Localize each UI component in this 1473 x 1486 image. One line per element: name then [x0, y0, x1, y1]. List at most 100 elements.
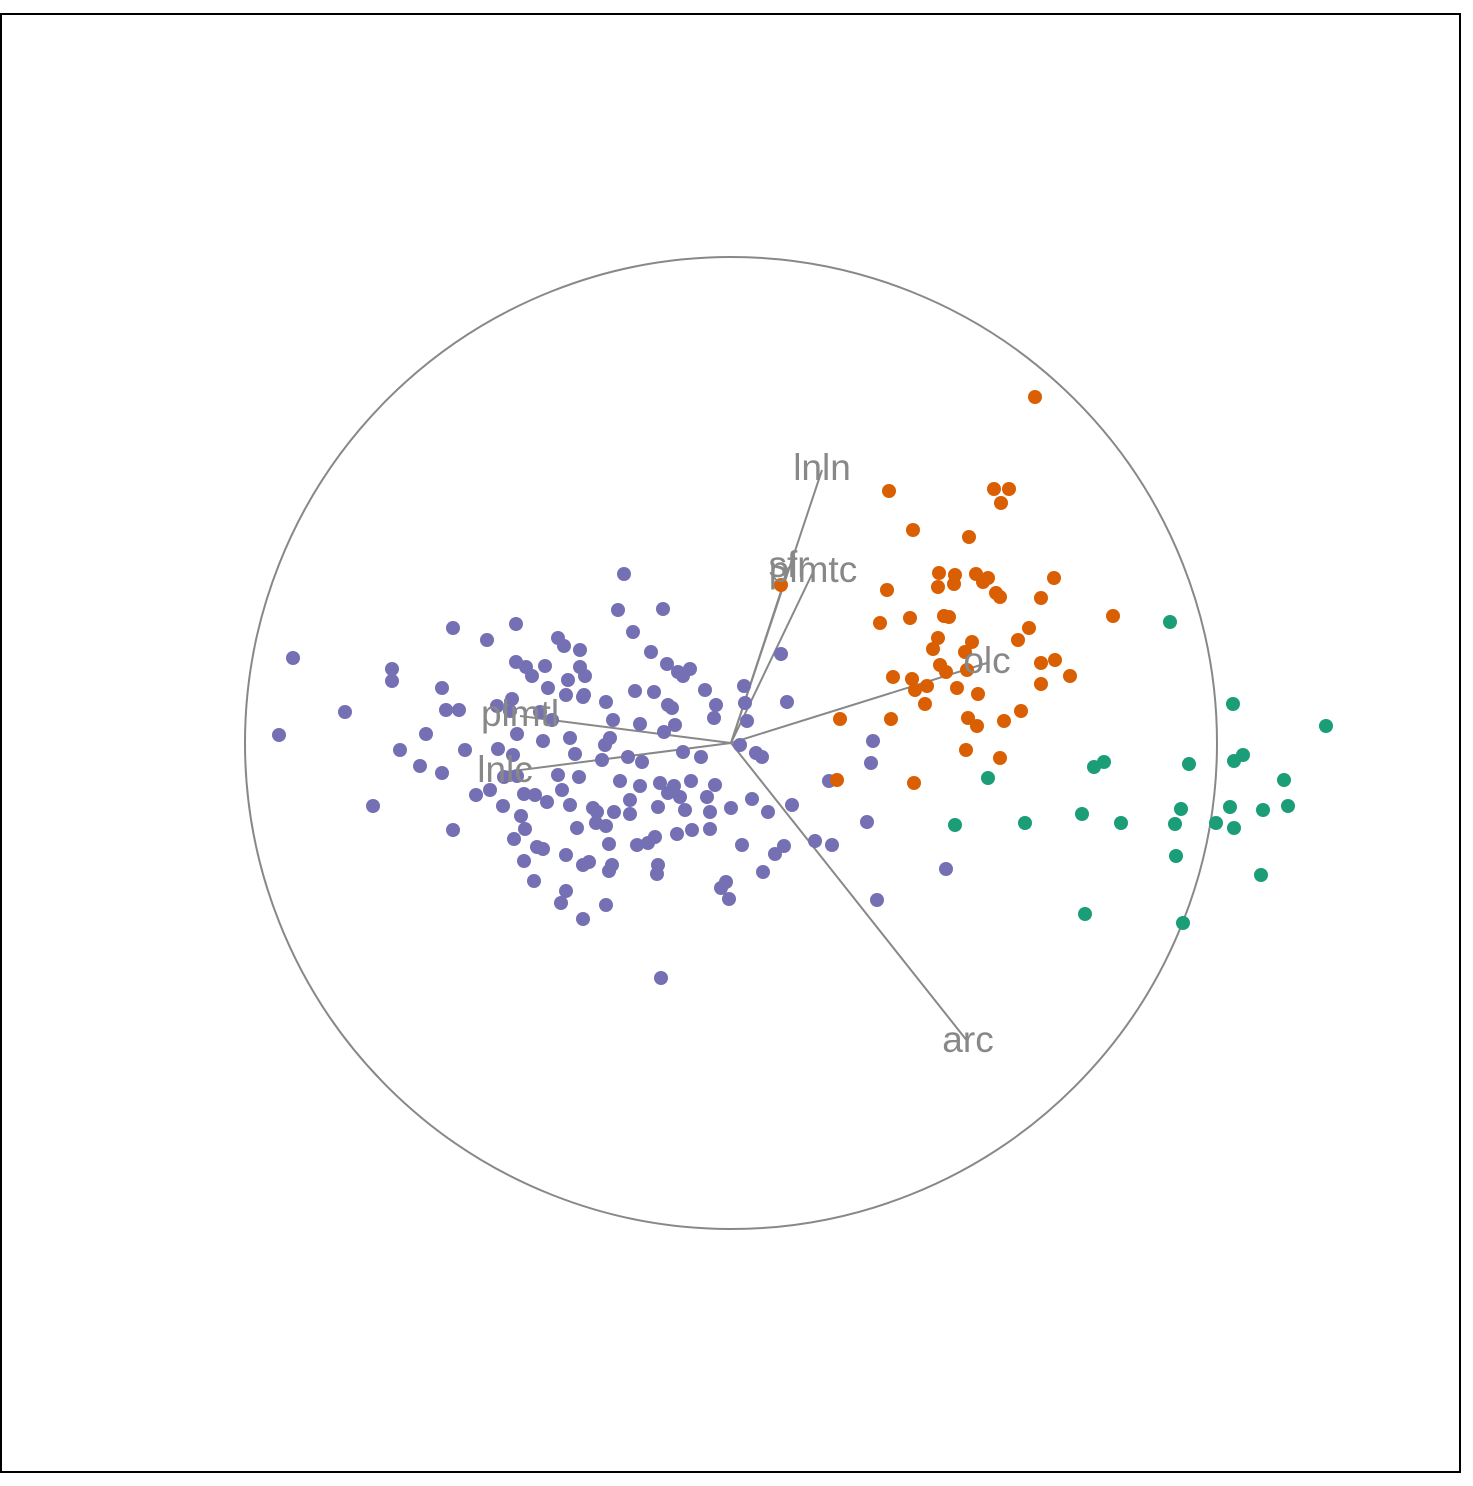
point [1018, 816, 1032, 830]
point [538, 659, 552, 673]
point [1075, 807, 1089, 821]
point [648, 830, 662, 844]
point [932, 566, 946, 580]
point [676, 745, 690, 759]
point [595, 753, 609, 767]
point [761, 805, 775, 819]
point [633, 779, 647, 793]
point [536, 734, 550, 748]
point [559, 848, 573, 862]
point [644, 645, 658, 659]
point [1106, 609, 1120, 623]
point [503, 704, 517, 718]
point [561, 673, 575, 687]
point [920, 679, 934, 693]
point [545, 713, 559, 727]
point [698, 683, 712, 697]
point [272, 728, 286, 742]
point [506, 748, 520, 762]
point [1048, 653, 1062, 667]
point [496, 799, 510, 813]
point [774, 578, 788, 592]
axis-label: lnlc [477, 749, 533, 790]
point [617, 567, 631, 581]
point [590, 805, 604, 819]
point [808, 834, 822, 848]
point [709, 698, 723, 712]
point [613, 774, 627, 788]
unit-circle [244, 256, 1218, 1230]
point [724, 801, 738, 815]
point [338, 705, 352, 719]
point [510, 727, 524, 741]
point [1254, 868, 1268, 882]
point [540, 795, 554, 809]
point [651, 858, 665, 872]
point [673, 790, 687, 804]
point [993, 590, 1007, 604]
point [385, 674, 399, 688]
point [873, 616, 887, 630]
point [948, 818, 962, 832]
point [602, 837, 616, 851]
point [1163, 615, 1177, 629]
point [570, 821, 584, 835]
axis-label: plmtc [769, 549, 857, 590]
axis-label: sfr [768, 544, 809, 585]
point [654, 971, 668, 985]
point [1176, 916, 1190, 930]
point [719, 875, 733, 889]
point [882, 484, 896, 498]
point [514, 809, 528, 823]
point [756, 865, 770, 879]
point [870, 893, 884, 907]
point [668, 718, 682, 732]
point [660, 657, 674, 671]
point [469, 788, 483, 802]
point [541, 681, 555, 695]
point [623, 807, 637, 821]
point [439, 703, 453, 717]
point [623, 793, 637, 807]
point [1034, 677, 1048, 691]
point [740, 714, 754, 728]
point [385, 662, 399, 676]
point [599, 695, 613, 709]
point [578, 669, 592, 683]
point [777, 839, 791, 853]
point [563, 731, 577, 745]
point [962, 530, 976, 544]
point [833, 712, 847, 726]
point [670, 827, 684, 841]
axis-label: olc [963, 640, 1010, 681]
point [665, 701, 679, 715]
point [1022, 621, 1036, 635]
point [651, 800, 665, 814]
point [635, 755, 649, 769]
point [994, 496, 1008, 510]
point [509, 617, 523, 631]
point [458, 743, 472, 757]
point [958, 645, 972, 659]
point [1002, 482, 1016, 496]
point [480, 633, 494, 647]
point [1182, 757, 1196, 771]
point [527, 874, 541, 888]
point [694, 750, 708, 764]
point [483, 783, 497, 797]
point [939, 665, 953, 679]
point [1227, 754, 1241, 768]
point [518, 822, 532, 836]
point [559, 688, 573, 702]
point [950, 681, 964, 695]
point [1226, 697, 1240, 711]
point [626, 625, 640, 639]
point [965, 635, 979, 649]
point [599, 819, 613, 833]
point [907, 776, 921, 790]
point [393, 743, 407, 757]
point [825, 838, 839, 852]
point [886, 670, 900, 684]
point [880, 583, 894, 597]
point [517, 787, 531, 801]
